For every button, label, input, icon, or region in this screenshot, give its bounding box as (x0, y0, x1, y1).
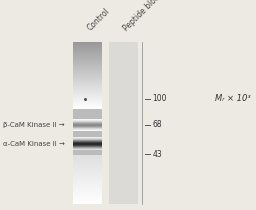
Bar (109, 42, 138, 204)
Text: α-CaM Kinase II →: α-CaM Kinase II → (3, 141, 65, 147)
Text: β-CaM Kinase II →: β-CaM Kinase II → (3, 122, 64, 128)
Text: Peptide block: Peptide block (122, 0, 164, 33)
Text: 68: 68 (152, 121, 162, 129)
Text: Mᵣ × 10³: Mᵣ × 10³ (215, 94, 251, 103)
Text: Control: Control (86, 7, 112, 33)
Bar (73, 42, 102, 204)
Text: 43: 43 (152, 150, 162, 159)
Text: 100: 100 (152, 94, 167, 103)
